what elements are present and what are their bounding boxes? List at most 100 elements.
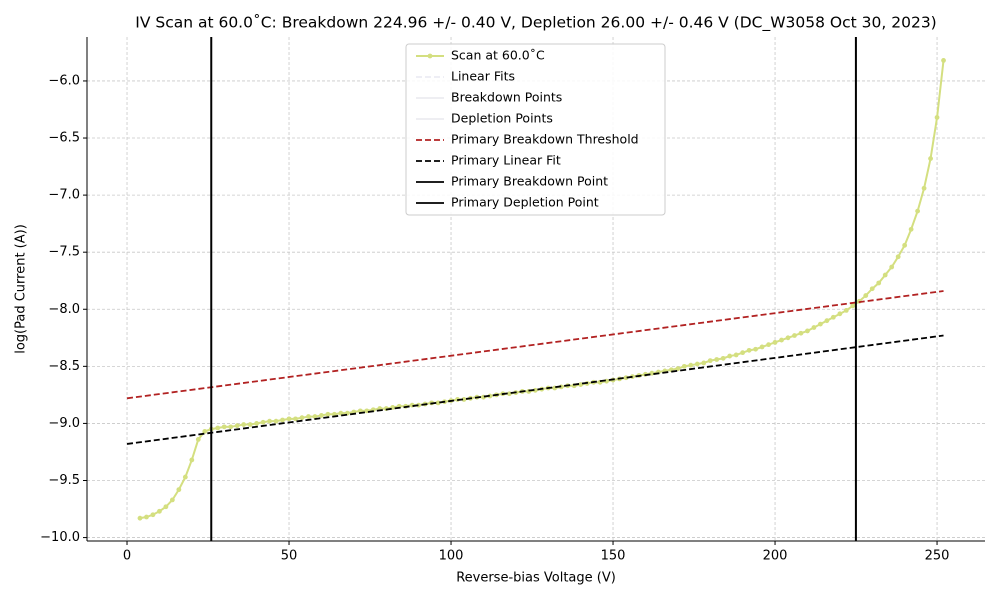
data-point xyxy=(889,264,895,270)
data-point xyxy=(863,293,869,298)
y-tick-label: −7.5 xyxy=(48,245,80,260)
data-point xyxy=(195,437,201,442)
x-tick-label: 200 xyxy=(763,549,788,564)
data-point xyxy=(273,418,279,424)
y-tick-label: −10.0 xyxy=(40,530,80,545)
data-point xyxy=(843,308,849,313)
data-point xyxy=(176,487,182,493)
data-point xyxy=(785,335,791,341)
data-point xyxy=(805,328,810,334)
legend-label: Depletion Points xyxy=(451,111,553,126)
legend-label: Primary Breakdown Point xyxy=(451,174,608,189)
data-point xyxy=(461,397,467,402)
data-point xyxy=(759,344,765,350)
data-point xyxy=(753,346,758,352)
data-point xyxy=(688,362,694,368)
data-point xyxy=(869,286,875,292)
data-point xyxy=(144,514,149,520)
data-point xyxy=(837,311,843,317)
x-tick-label: 0 xyxy=(123,549,131,564)
data-point xyxy=(772,339,778,345)
x-axis-label: Reverse-bias Voltage (V) xyxy=(456,571,616,586)
data-point xyxy=(694,361,700,367)
legend-label: Primary Breakdown Threshold xyxy=(451,132,639,147)
y-tick-label: −6.0 xyxy=(48,73,80,88)
y-axis-label: log(Pad Current (A)) xyxy=(14,224,29,354)
x-tick-label: 100 xyxy=(439,549,464,564)
data-point xyxy=(714,357,720,362)
data-point xyxy=(908,226,914,232)
data-point xyxy=(727,353,733,359)
legend-marker xyxy=(427,53,433,59)
series-line xyxy=(126,334,944,445)
data-point xyxy=(293,416,298,422)
data-point xyxy=(319,413,324,418)
series-line xyxy=(126,290,944,400)
data-point xyxy=(701,360,707,366)
legend-label: Scan at 60.0˚C xyxy=(451,48,545,63)
x-tick-label: 50 xyxy=(281,549,298,564)
data-point xyxy=(241,422,247,427)
data-point xyxy=(811,325,817,330)
data-point xyxy=(487,393,493,399)
data-point xyxy=(182,474,188,480)
legend-label: Linear Fits xyxy=(451,69,515,84)
data-point xyxy=(221,424,227,430)
data-point xyxy=(915,208,921,214)
data-point xyxy=(876,280,882,286)
data-point xyxy=(830,314,836,320)
data-point xyxy=(286,416,292,422)
data-point xyxy=(312,414,318,419)
data-point xyxy=(733,352,739,358)
data-point xyxy=(882,272,888,278)
y-tick-label: −6.5 xyxy=(48,131,80,146)
data-point xyxy=(720,355,726,361)
data-point xyxy=(260,419,266,425)
data-point xyxy=(928,156,933,161)
legend: Scan at 60.0˚C Linear Fits Breakdown Point… xyxy=(405,43,666,216)
data-point xyxy=(267,418,272,424)
data-point xyxy=(506,391,512,397)
data-point xyxy=(416,402,422,408)
data-point xyxy=(850,303,856,309)
legend-label: Primary Depletion Point xyxy=(451,195,599,210)
data-point xyxy=(681,363,687,369)
data-point xyxy=(649,370,655,376)
data-point xyxy=(137,515,143,521)
data-point xyxy=(707,358,713,364)
y-tick-label: −9.5 xyxy=(48,473,80,488)
data-point xyxy=(280,417,285,423)
data-point xyxy=(163,504,169,510)
legend-label: Breakdown Points xyxy=(451,90,562,105)
data-point xyxy=(338,410,344,416)
data-point xyxy=(934,115,940,120)
data-point xyxy=(798,330,804,336)
data-point xyxy=(202,429,208,434)
data-point xyxy=(818,321,823,327)
data-point xyxy=(228,424,234,430)
data-point xyxy=(247,422,253,427)
data-point xyxy=(306,414,311,419)
y-tick-label: −8.5 xyxy=(48,359,80,374)
chart-title: IV Scan at 60.0˚C: Breakdown 224.96 +/- … xyxy=(135,14,936,33)
data-point xyxy=(902,242,908,248)
data-point xyxy=(623,375,629,381)
data-point xyxy=(895,254,901,260)
data-point xyxy=(941,58,946,63)
data-point xyxy=(150,512,156,518)
data-point xyxy=(325,411,331,417)
y-tick-label: −7.0 xyxy=(48,188,80,203)
data-point xyxy=(299,415,305,421)
y-tick-label: −9.0 xyxy=(48,416,80,431)
data-point xyxy=(169,497,175,503)
data-point xyxy=(189,457,195,463)
y-tick-label: −8.0 xyxy=(48,302,80,317)
data-point xyxy=(675,366,681,372)
x-tick-label: 250 xyxy=(925,549,950,564)
legend-box xyxy=(405,43,666,216)
data-point xyxy=(578,382,584,388)
data-point xyxy=(234,423,240,429)
data-point xyxy=(792,333,797,338)
